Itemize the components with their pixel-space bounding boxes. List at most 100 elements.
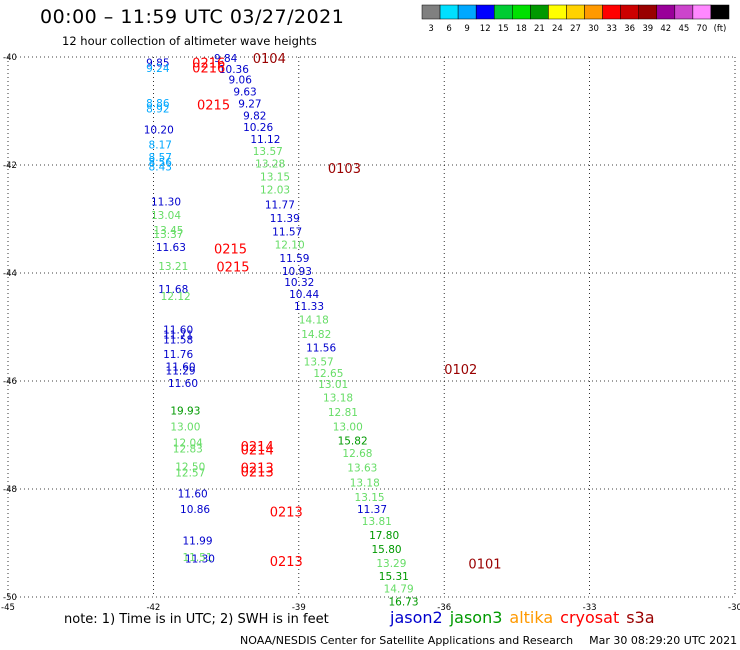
wave-height-value: 11.30	[151, 197, 181, 209]
wave-height-value: 11.51	[182, 552, 212, 564]
scale-tick-label: 18	[516, 24, 527, 34]
wave-height-value: 13.00	[170, 421, 200, 433]
wave-height-value: 12.57	[175, 467, 205, 479]
satellite-legend: jason2 jason3 altika cryosat s3a	[390, 608, 662, 627]
axis-labels: -40 -42 -44 -46 -48 -50-45 -42 -39 -36 -33 -30	[1, 53, 740, 613]
pass-time-label: 0213	[241, 466, 274, 481]
wave-height-value: 11.37	[357, 504, 387, 516]
scale-tick-label: (ft)	[714, 24, 727, 34]
wave-height-value: 11.59	[279, 253, 309, 265]
wave-height-value: 11.63	[156, 242, 186, 254]
wave-height-value: 8.86	[146, 98, 170, 110]
wave-height-value: 8.56	[149, 157, 173, 169]
longitude-tick-label: -45	[1, 603, 15, 613]
pass-time-label: 0103	[328, 162, 361, 177]
pass-time-label: 0216	[192, 56, 225, 71]
wave-height-value: 13.28	[255, 158, 285, 170]
latitude-tick-label: -40	[3, 53, 17, 63]
latitude-tick-label: -44	[3, 269, 17, 279]
wave-height-value: 12.10	[275, 239, 305, 251]
satellite-legend-cryosat: cryosat	[560, 608, 620, 627]
wave-height-value: 9.82	[243, 110, 266, 122]
wave-height-value: 9.24	[146, 63, 170, 75]
wave-height-value: 9.63	[233, 87, 256, 99]
wave-height-value: 8.57	[149, 152, 172, 164]
pass-time-label: 0214	[241, 440, 274, 455]
wave-height-value: 12.50	[175, 461, 205, 473]
wave-height-value: 13.29	[376, 558, 406, 570]
scale-tick-label: 45	[678, 24, 689, 34]
wave-height-value: 9.84	[214, 53, 238, 65]
scale-tick-label: 36	[624, 24, 635, 34]
map-subtitle: 12 hour collection of altimeter wave hei…	[62, 34, 317, 48]
wave-height-value: 15.80	[372, 544, 402, 556]
wave-height-value: 9.85	[146, 57, 169, 69]
units-note: note: 1) Time is in UTC; 2) SWH is in fe…	[64, 612, 329, 627]
latitude-tick-label: -42	[3, 161, 17, 171]
scale-swatch	[710, 4, 730, 20]
latitude-tick-label: -50	[3, 593, 17, 603]
scale-swatch	[439, 4, 459, 20]
wave-height-value: 17.80	[369, 530, 399, 542]
wave-height-value: 13.37	[153, 229, 183, 241]
wave-height-value: 11.60	[178, 488, 208, 500]
wave-height-value: 10.93	[282, 266, 312, 278]
wave-height-value: 13.57	[253, 146, 283, 158]
wave-height-value: 12.03	[260, 184, 290, 196]
pass-time-label: 0104	[253, 52, 286, 67]
wave-height-value: 14.82	[301, 329, 331, 341]
pass-time-label: 0215	[216, 261, 249, 276]
wave-height-value: 13.01	[318, 379, 348, 391]
wave-height-value: 10.44	[289, 289, 319, 301]
scale-swatch	[692, 4, 712, 20]
satellite-legend-jason2: jason2	[390, 608, 443, 627]
pass-time-label: 0216	[192, 61, 225, 76]
scale-swatch	[512, 4, 531, 20]
scale-tick-label: 12	[480, 24, 491, 34]
generated-timestamp: Mar 30 08:29:20 UTC 2021	[589, 634, 738, 647]
scale-tick-label: 42	[660, 24, 671, 34]
scale-tick-label: 15	[498, 24, 509, 34]
latitude-tick-label: -48	[3, 485, 17, 495]
longitude-tick-label: -33	[583, 603, 597, 613]
longitude-tick-label: -42	[146, 603, 160, 613]
wave-height-value: 11.33	[294, 301, 324, 313]
scale-swatch	[674, 4, 694, 20]
wave-height-value: 12.68	[342, 448, 372, 460]
longitude-tick-label: -39	[292, 603, 306, 613]
wave-height-value: 9.27	[238, 98, 261, 110]
wave-height-value: 11.57	[272, 226, 302, 238]
pass-time-label: 0102	[444, 363, 477, 378]
wave-height-value: 9.06	[229, 75, 253, 87]
wave-height-value: 12.65	[313, 368, 343, 380]
wave-height-value: 12.04	[173, 438, 203, 450]
wave-height-value: 11.68	[158, 284, 188, 296]
credit-line: NOAA/NESDIS Center for Satellite Applica…	[240, 634, 737, 647]
wave-height-value: 8.43	[149, 162, 172, 174]
scale-swatch	[638, 4, 658, 20]
wave-height-value: 14.18	[299, 314, 329, 326]
longitude-tick-label: -30	[728, 603, 740, 613]
wave-height-value: 12.81	[328, 407, 358, 419]
pass-time-label: 0215	[197, 99, 230, 114]
wave-height-value: 19.93	[170, 406, 200, 418]
scale-swatch	[530, 4, 549, 20]
satellite-legend-s3a: s3a	[626, 608, 655, 627]
credit-text: NOAA/NESDIS Center for Satellite Applica…	[240, 634, 574, 647]
scale-tick-label: 27	[570, 24, 581, 34]
map-title: 00:00 – 11:59 UTC 03/27/2021	[40, 6, 345, 28]
scale-swatch	[620, 4, 639, 20]
scale-tick-label: 24	[552, 24, 563, 34]
wave-height-value: 13.63	[347, 462, 377, 474]
wave-height-value: 16.73	[388, 596, 418, 608]
scale-swatch	[475, 4, 495, 20]
scale-swatch	[548, 4, 567, 20]
pass-time-label: 0215	[214, 243, 247, 258]
wave-height-value: 10.32	[284, 277, 314, 289]
wave-height-value: 11.76	[163, 349, 193, 361]
pass-time-label: 0213	[270, 555, 303, 570]
scale-tick-label: 3	[428, 24, 433, 34]
pass-time-label: 0101	[468, 558, 501, 573]
wave-height-value: 13.15	[355, 492, 385, 504]
